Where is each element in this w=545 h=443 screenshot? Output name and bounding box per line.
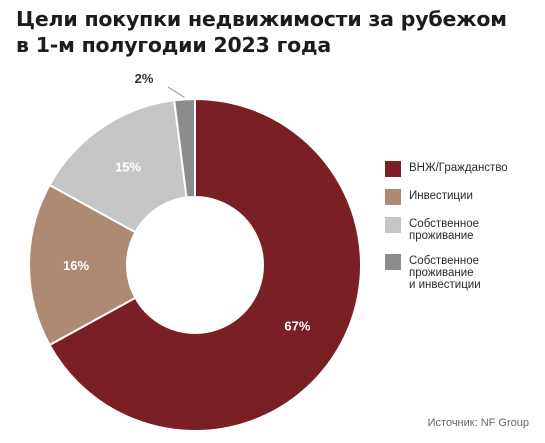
- legend-item: Собственное проживание: [385, 217, 535, 242]
- donut-slice: [48, 97, 362, 432]
- slice-value-label: 67%: [284, 319, 310, 334]
- legend: ВНЖ/Гражданство Инвестиции Собственное п…: [385, 161, 535, 304]
- legend-label: ВНЖ/Гражданство: [409, 162, 508, 174]
- legend-item: Собственное проживание и инвестиции: [385, 254, 535, 291]
- slice-value-label: 16%: [63, 258, 89, 273]
- chart-title-line-1: Цели покупки недвижимости за рубежом: [16, 7, 507, 31]
- legend-label: Собственное проживание: [409, 218, 480, 242]
- legend-label: Собственное проживание и инвестиции: [409, 255, 481, 291]
- chart-title-line-2: в 1-м полугодии 2023 года: [16, 33, 331, 57]
- legend-swatch: [385, 217, 401, 233]
- legend-item: Инвестиции: [385, 189, 535, 205]
- legend-swatch: [385, 254, 401, 270]
- donut-slice: [28, 183, 137, 347]
- leader-line: [167, 86, 185, 98]
- chart-title: Цели покупки недвижимости за рубежом в 1…: [16, 6, 536, 58]
- legend-item: ВНЖ/Гражданство: [385, 161, 535, 177]
- legend-swatch: [385, 161, 401, 177]
- legend-swatch: [385, 189, 401, 205]
- donut-slice: [48, 99, 188, 234]
- slice-value-label: 15%: [115, 160, 141, 175]
- slice-value-label: 2%: [135, 71, 154, 86]
- legend-label: Инвестиции: [409, 190, 473, 202]
- source-note: Источник: NF Group: [427, 417, 529, 429]
- donut-slice: [173, 97, 196, 199]
